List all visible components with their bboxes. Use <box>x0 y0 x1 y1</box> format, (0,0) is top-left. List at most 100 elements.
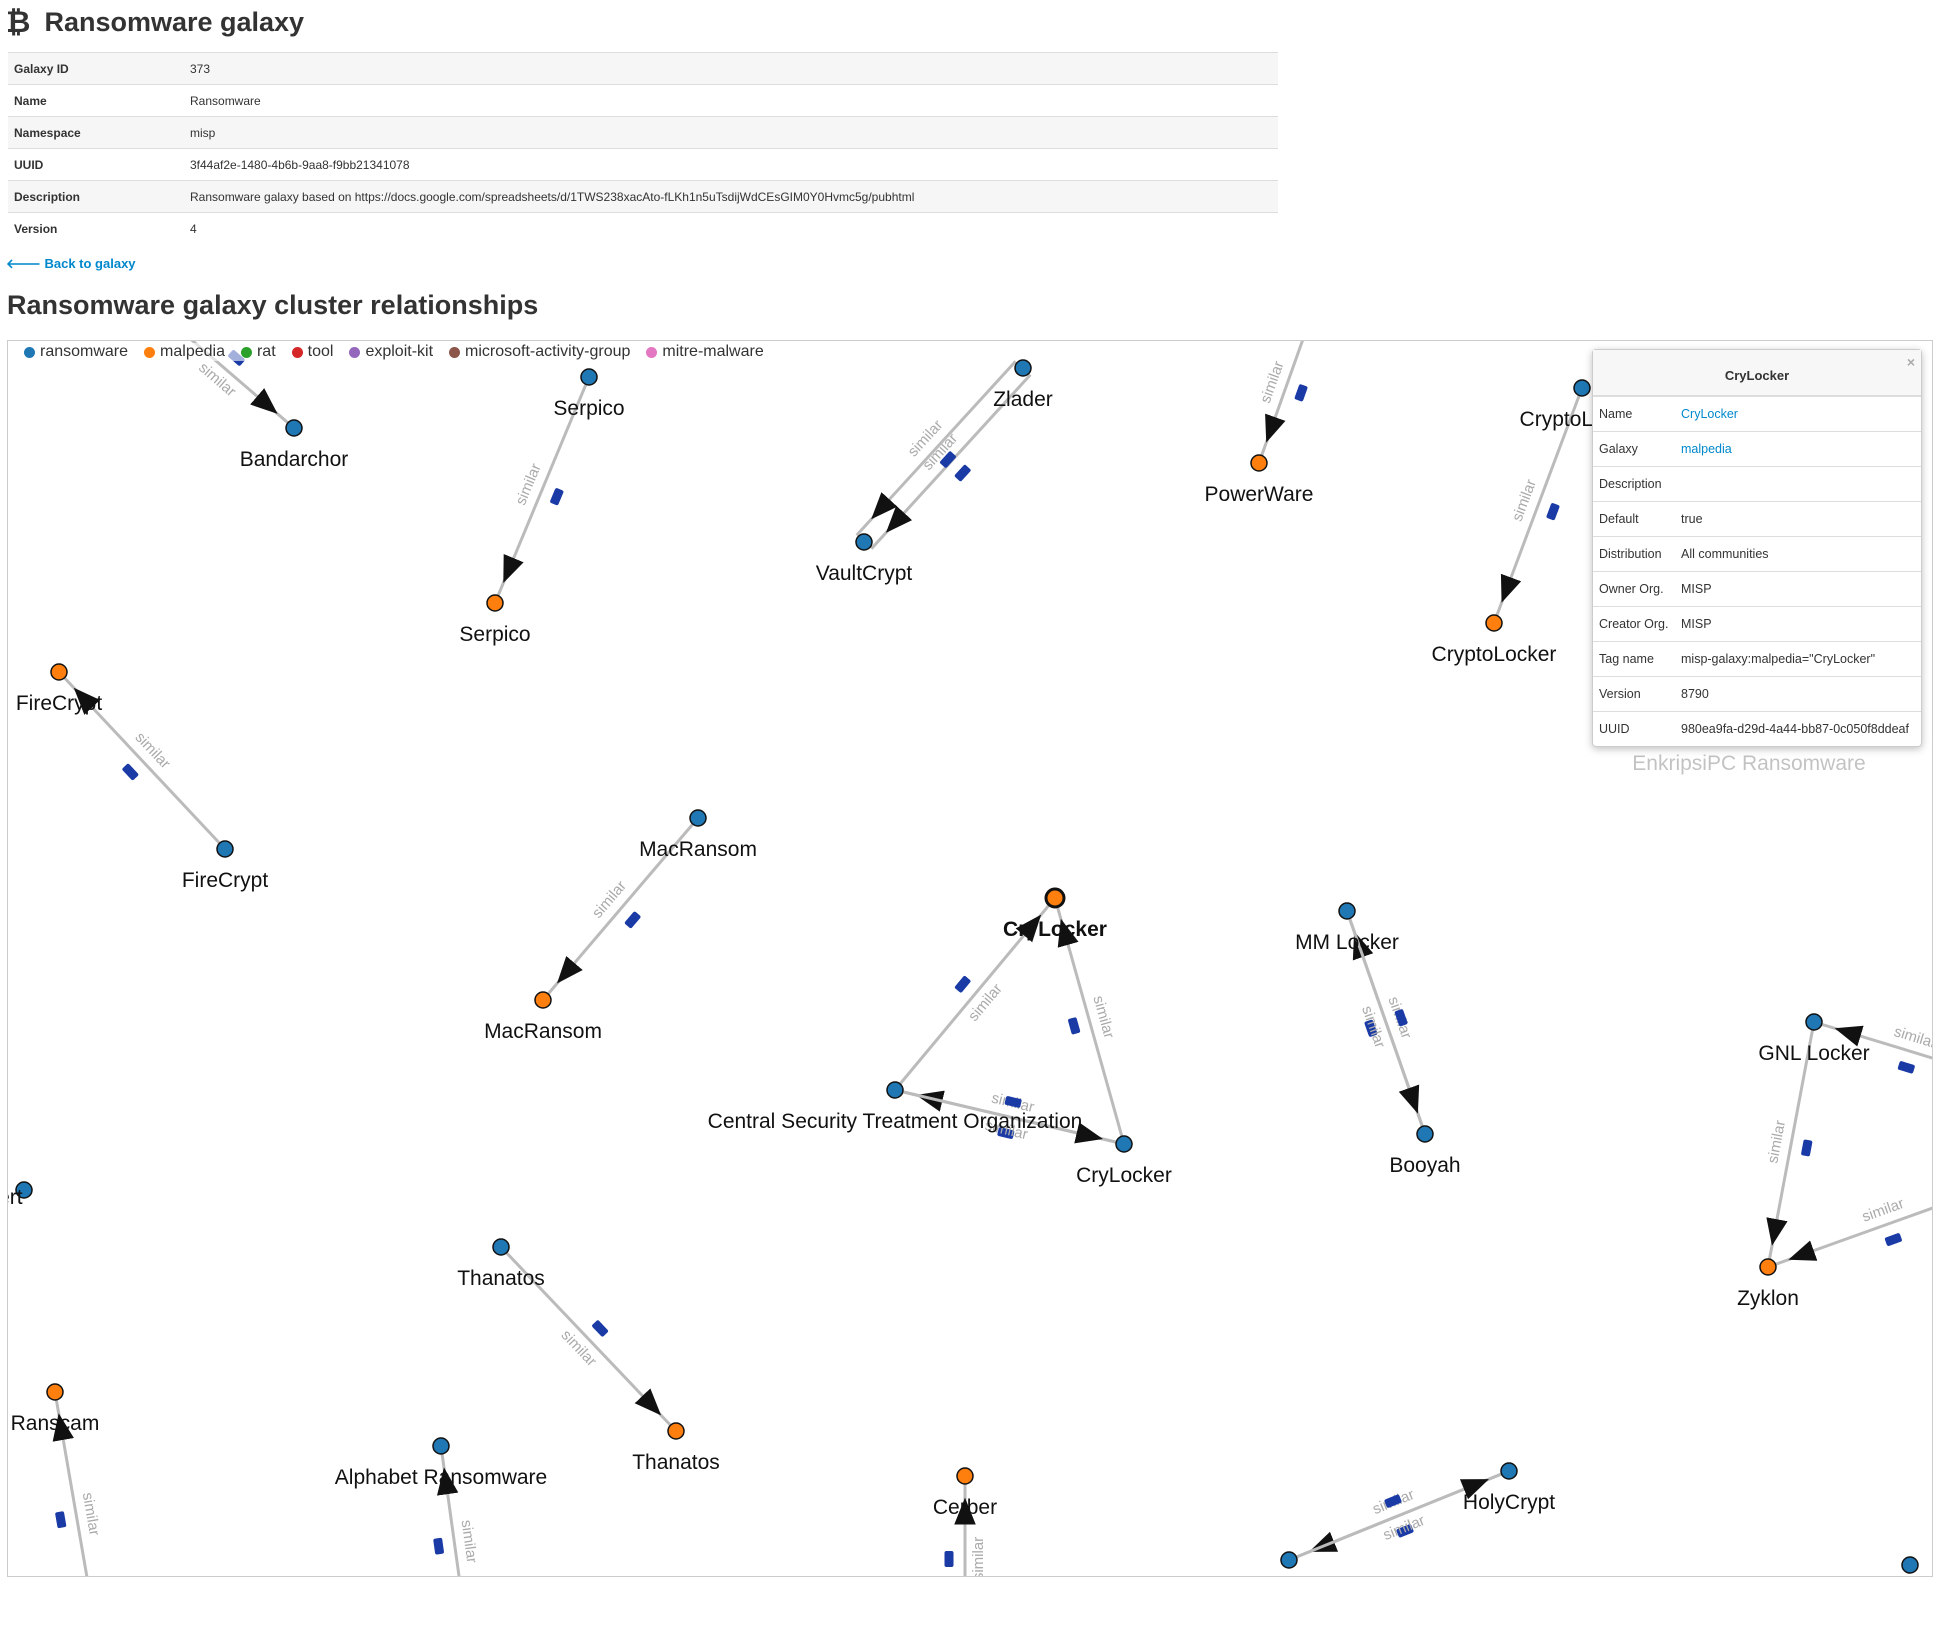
edge-direction-marker <box>1801 1139 1813 1157</box>
node-circle <box>1115 1135 1133 1153</box>
graph-node[interactable]: MacRansom <box>484 991 602 1043</box>
node-label: MM Locker <box>1295 931 1399 954</box>
graph-node[interactable]: Central Security Treatment Organization <box>708 1081 1083 1133</box>
node-label: CryLocker <box>1003 918 1107 941</box>
graph-node[interactable]: VaultCrypt <box>816 533 913 585</box>
edge-line <box>1492 387 1584 624</box>
node-label: Serpico <box>459 623 530 646</box>
edge-line <box>499 1245 678 1433</box>
graph-node[interactable]: Zyklon <box>1737 1258 1799 1310</box>
relationship-edge: similar <box>1288 1469 1510 1562</box>
graph-node[interactable]: Ranscam <box>11 1383 100 1435</box>
edge-line <box>1766 1021 1816 1268</box>
info-key: Version <box>8 212 184 244</box>
graph-node[interactable]: CryptoLocker <box>1432 614 1557 666</box>
node-circle <box>689 809 707 827</box>
edge-direction-marker <box>940 451 956 468</box>
arrow-left-icon: 🡐 <box>6 256 45 271</box>
node-label: FireCrypt <box>16 692 103 715</box>
edge-line <box>190 341 295 430</box>
edge-direction-marker <box>1394 1009 1408 1027</box>
graph-node[interactable]: Thanatos <box>457 1238 545 1290</box>
popover-value: 8790 <box>1675 676 1921 712</box>
edge-direction-marker <box>1884 1233 1902 1246</box>
graph-node[interactable]: Alphabet Ransomware <box>335 1437 547 1489</box>
graph-node[interactable]: Serpico <box>553 368 625 420</box>
edge-line <box>1345 910 1427 1135</box>
relationship-graph[interactable]: ransomware malpedia rat tool exploit-kit… <box>7 340 1933 1577</box>
graph-node[interactable]: FireCrypt <box>182 840 269 892</box>
edge-direction-marker <box>624 911 641 929</box>
popover-galaxy-link[interactable]: malpedia <box>1681 442 1732 456</box>
graph-node[interactable]: CryLocker <box>1003 887 1107 941</box>
edge-line <box>894 1088 1125 1146</box>
legend-label: malpedia <box>160 343 225 360</box>
node-circle <box>15 1181 33 1199</box>
info-key: Name <box>8 84 184 117</box>
table-row: UUID 3f44af2e-1480-4b6b-9aa8-f9bb21341078 <box>8 148 1278 181</box>
legend-label: exploit-kit <box>365 343 434 360</box>
graph-node[interactable]: Thanatos <box>632 1422 720 1474</box>
info-value: Ransomware <box>184 84 1278 117</box>
edge-label: similar <box>589 878 630 922</box>
edge-direction-marker <box>1546 503 1560 521</box>
relationship-edge: similar <box>1257 341 1308 464</box>
edge-line <box>541 817 700 1001</box>
cluster-popover: CryLocker × Name CryLocker Galaxy malpedia … <box>1592 349 1922 747</box>
table-row: Default true <box>1593 501 1921 537</box>
popover-name-link[interactable]: CryLocker <box>1681 407 1738 421</box>
legend-dot <box>144 346 156 358</box>
node-circle <box>1044 887 1066 909</box>
node-circle <box>1485 614 1503 632</box>
graph-node[interactable]: CryLocker <box>1076 1135 1172 1187</box>
edge-line <box>855 360 1017 537</box>
node-circle <box>855 533 873 551</box>
page-title-text: Ransomware galaxy <box>44 6 305 37</box>
legend-dot <box>240 346 252 358</box>
graph-node[interactable]: lert <box>8 1181 33 1209</box>
edge-direction-marker <box>1364 1019 1378 1037</box>
graph-node[interactable]: MacRansom <box>639 809 757 861</box>
graph-node[interactable]: PowerWare <box>1205 454 1314 506</box>
legend-dot <box>24 346 35 358</box>
close-icon[interactable]: × <box>1906 354 1915 370</box>
graph-node[interactable]: Bandarchor <box>240 419 349 471</box>
graph-node[interactable]: Serpico <box>459 594 531 646</box>
graph-node[interactable]: Zlader <box>993 359 1053 411</box>
edge-direction-marker <box>954 976 971 993</box>
popover-table: Name CryLocker Galaxy malpedia Description… <box>1593 396 1921 746</box>
node-circle <box>956 1467 974 1485</box>
graph-node[interactable]: HolyCrypt <box>1463 1462 1555 1514</box>
graph-node[interactable]: Locky <box>1883 1556 1932 1576</box>
graph-node[interactable]: FireCrypt <box>16 663 103 715</box>
info-key: Description <box>8 180 184 213</box>
node-circle <box>580 368 598 386</box>
table-row: Description Ransomware galaxy based on ht… <box>8 180 1278 213</box>
graph-node[interactable]: Booyah <box>1389 1125 1461 1177</box>
edge-direction-marker <box>592 1320 609 1337</box>
graph-node[interactable]: GNL Locker <box>1758 1013 1870 1065</box>
legend-item: ransomware <box>24 343 128 361</box>
legend-dot <box>349 346 361 358</box>
edge-line <box>493 376 591 604</box>
graph-node[interactable]: Dablio Ransomware <box>1194 1551 1383 1576</box>
node-circle <box>492 1238 510 1256</box>
edge-line <box>52 1391 89 1576</box>
graph-node[interactable]: Cerber <box>933 1467 997 1519</box>
popover-value: MISP <box>1675 606 1921 642</box>
node-label: CryptoLocker <box>1432 643 1557 666</box>
info-key: Namespace <box>8 116 184 149</box>
graph-node[interactable]: MM Locker <box>1295 902 1399 954</box>
popover-key: Galaxy <box>1593 431 1675 467</box>
back-to-galaxy-link[interactable]: 🡐 Back to galaxy <box>6 256 136 272</box>
edge-label: similar <box>132 729 174 772</box>
table-row: UUID 980ea9fa-d29d-4a44-bb87-0c050f8ddeaf <box>1593 711 1921 746</box>
edge-label: similar <box>970 1537 987 1576</box>
node-circle <box>1805 1013 1823 1031</box>
edge-line <box>1288 1469 1510 1562</box>
edge-line <box>1257 341 1304 464</box>
table-row: Description <box>1593 466 1921 502</box>
edge-direction-marker <box>122 763 139 781</box>
legend-dot <box>646 346 658 358</box>
popover-value <box>1675 466 1921 502</box>
